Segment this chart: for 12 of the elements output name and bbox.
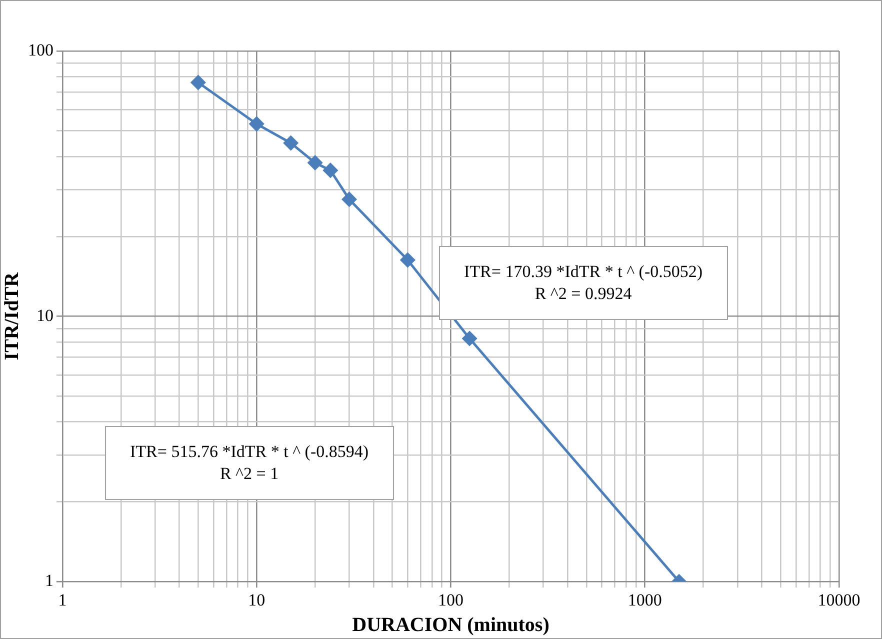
x-tick-label: 10 bbox=[248, 590, 266, 610]
y-tick-label: 1 bbox=[45, 571, 54, 590]
x-tick-label: 10000 bbox=[818, 590, 860, 610]
x-tick-label: 100 bbox=[438, 590, 464, 610]
x-tick-label: 1 bbox=[58, 590, 67, 610]
y-tick-label: 100 bbox=[28, 40, 54, 60]
x-tick-label: 1000 bbox=[628, 590, 662, 610]
x-axis-title: DURACION (minutos) bbox=[352, 614, 550, 636]
text-box: ITR= 515.76 *IdTR * t ^ (-0.8594) R ^2 = 1 bbox=[105, 426, 394, 500]
y-tick-label: 10 bbox=[36, 306, 54, 325]
text-box: ITR= 170.39 *IdTR * t ^ (-0.5052) R ^2 = 0.9924 bbox=[439, 246, 728, 320]
y-axis-title: ITR/IdTR bbox=[1, 272, 24, 360]
